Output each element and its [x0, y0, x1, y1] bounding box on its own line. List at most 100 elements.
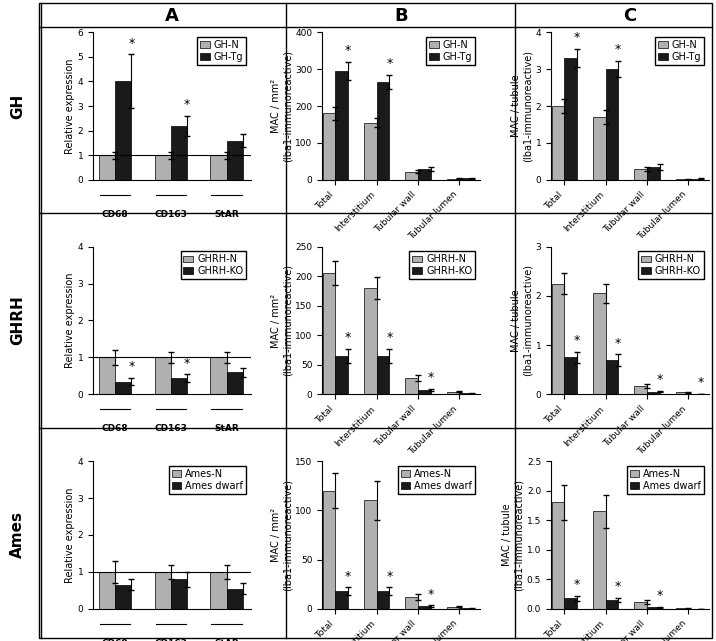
Legend: Ames-N, Ames dwarf: Ames-N, Ames dwarf — [626, 466, 704, 494]
Text: GH: GH — [11, 94, 25, 119]
Bar — [115, 585, 132, 609]
Text: *: * — [345, 331, 351, 344]
Bar — [606, 69, 618, 180]
Bar — [99, 572, 115, 609]
Text: *: * — [427, 588, 434, 601]
Text: *: * — [345, 570, 351, 583]
Text: *: * — [184, 99, 190, 112]
Bar — [323, 113, 336, 180]
Y-axis label: Relative expression: Relative expression — [65, 58, 75, 154]
Bar — [418, 606, 430, 609]
Bar — [364, 288, 377, 394]
Bar — [336, 591, 348, 609]
Bar — [377, 82, 390, 180]
Text: *: * — [574, 578, 580, 592]
Bar — [171, 126, 187, 180]
Text: *: * — [657, 589, 662, 603]
Bar — [647, 607, 659, 609]
Text: StAR: StAR — [214, 210, 239, 219]
Y-axis label: MAC / mm²
(Iba1-immunoreactive): MAC / mm² (Iba1-immunoreactive) — [271, 265, 292, 376]
Text: StAR: StAR — [214, 424, 239, 433]
Bar — [226, 372, 243, 394]
Text: Ames: Ames — [11, 512, 25, 558]
Text: CD68: CD68 — [102, 210, 128, 219]
Legend: Ames-N, Ames dwarf: Ames-N, Ames dwarf — [397, 466, 475, 494]
Bar — [634, 169, 647, 180]
Legend: GH-N, GH-Tg: GH-N, GH-Tg — [197, 37, 246, 65]
Bar — [593, 294, 606, 394]
Bar — [211, 572, 226, 609]
Legend: GHRH-N, GHRH-KO: GHRH-N, GHRH-KO — [639, 251, 704, 279]
Text: A: A — [165, 7, 179, 25]
Bar — [634, 602, 647, 609]
Bar — [564, 358, 577, 394]
Bar — [171, 579, 187, 609]
Text: C: C — [623, 7, 637, 25]
Bar — [99, 155, 115, 180]
Bar — [606, 360, 618, 394]
Text: *: * — [574, 334, 580, 347]
Bar — [552, 503, 564, 609]
Text: *: * — [615, 337, 621, 349]
Bar — [336, 71, 348, 180]
Y-axis label: MAC / tubule
(Iba1-immunoreactive): MAC / tubule (Iba1-immunoreactive) — [511, 265, 533, 376]
Y-axis label: Relative expression: Relative expression — [65, 273, 75, 368]
Bar — [688, 179, 701, 180]
Text: *: * — [386, 570, 392, 583]
Bar — [593, 117, 606, 180]
Bar — [405, 378, 418, 394]
Bar — [364, 501, 377, 609]
Bar — [647, 392, 659, 394]
Bar — [606, 600, 618, 609]
Text: CD163: CD163 — [155, 638, 188, 641]
Bar — [647, 167, 659, 180]
Bar — [405, 597, 418, 609]
Bar — [593, 512, 606, 609]
Text: *: * — [615, 580, 621, 594]
Bar — [447, 392, 459, 394]
Y-axis label: Relative expression: Relative expression — [65, 487, 75, 583]
Text: *: * — [615, 44, 621, 56]
Bar — [364, 122, 377, 180]
Y-axis label: MAC / mm²
(Iba1-immunoreactive): MAC / mm² (Iba1-immunoreactive) — [271, 50, 292, 162]
Text: *: * — [184, 356, 190, 370]
Text: *: * — [427, 371, 434, 384]
Bar — [323, 490, 336, 609]
Bar — [226, 588, 243, 609]
Bar — [115, 81, 132, 180]
Text: *: * — [386, 331, 392, 344]
Bar — [155, 358, 171, 394]
Y-axis label: MAC / tubule
(Iba1-immunoreactive): MAC / tubule (Iba1-immunoreactive) — [503, 479, 524, 591]
Y-axis label: MAC / mm²
(Iba1-immunoreactive): MAC / mm² (Iba1-immunoreactive) — [271, 479, 292, 591]
Bar — [99, 358, 115, 394]
Bar — [336, 356, 348, 394]
Text: StAR: StAR — [214, 638, 239, 641]
Text: B: B — [394, 7, 408, 25]
Text: *: * — [128, 37, 135, 50]
Bar — [447, 179, 459, 180]
Text: CD163: CD163 — [155, 424, 188, 433]
Text: CD68: CD68 — [102, 424, 128, 433]
Bar — [405, 172, 418, 180]
Bar — [211, 358, 226, 394]
Text: GHRH: GHRH — [11, 296, 25, 345]
Legend: GHRH-N, GHRH-KO: GHRH-N, GHRH-KO — [410, 251, 475, 279]
Legend: Ames-N, Ames dwarf: Ames-N, Ames dwarf — [169, 466, 246, 494]
Text: CD68: CD68 — [102, 638, 128, 641]
Bar — [418, 390, 430, 394]
Bar — [564, 598, 577, 609]
Bar — [377, 591, 390, 609]
Y-axis label: MAC / tubule
(Iba1-immunoreactive): MAC / tubule (Iba1-immunoreactive) — [511, 50, 533, 162]
Bar — [226, 140, 243, 180]
Bar — [155, 155, 171, 180]
Text: *: * — [345, 44, 351, 57]
Text: *: * — [697, 376, 704, 389]
Bar — [377, 356, 390, 394]
Text: CD163: CD163 — [155, 210, 188, 219]
Bar — [115, 381, 132, 394]
Bar — [634, 386, 647, 394]
Bar — [564, 58, 577, 180]
Bar — [676, 179, 688, 180]
Bar — [676, 392, 688, 394]
Legend: GH-N, GH-Tg: GH-N, GH-Tg — [655, 37, 704, 65]
